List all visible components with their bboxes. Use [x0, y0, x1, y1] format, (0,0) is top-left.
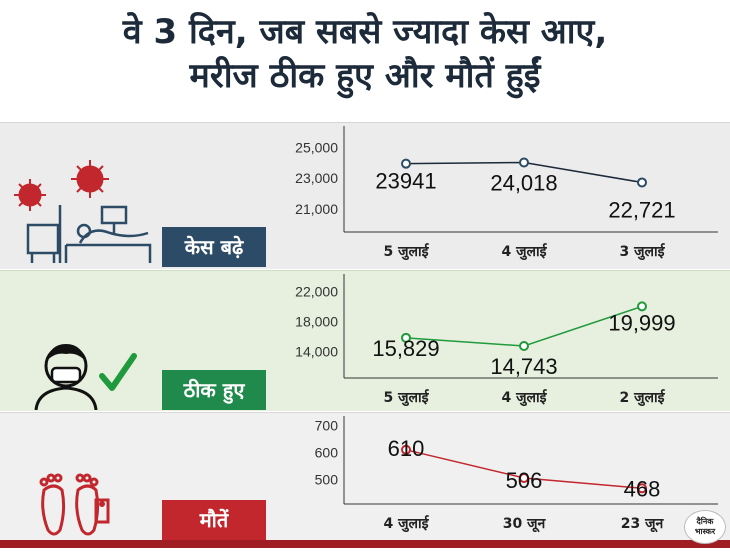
cases-x-tick-label: 4 जुलाई — [502, 243, 548, 261]
recovered-data-point — [519, 341, 529, 352]
header-title: वे 3 दिन, जब सबसे ज्यादा केस आए, मरीज ठी… — [0, 0, 730, 120]
hospital-bed-virus-icon — [14, 160, 152, 263]
cases-data-label: 24,018 — [490, 170, 557, 195]
recovered-x-tick-label: 5 जुलाई — [384, 389, 430, 407]
deaths-y-tick-label: 500 — [315, 472, 339, 488]
deaths-data-label: 468 — [624, 476, 661, 501]
cases-label: केस बढ़े — [162, 227, 266, 267]
recovered-data-point — [637, 301, 647, 312]
cases-data-point — [401, 158, 411, 169]
cases-y-tick-label: 23,000 — [295, 170, 338, 186]
deaths-chart: 700 600 500 610 4 जुलाई 506 30 जून 468 23 जून — [315, 416, 718, 533]
recovered-x-tick-label: 2 जुलाई — [620, 389, 666, 407]
title-line-1: वे 3 दिन, जब सबसे ज्यादा केस आए, — [122, 12, 608, 52]
recovered-chart: 22,000 18,000 14,000 15,829 5 जुलाई 14,743 4 ज… — [295, 274, 718, 407]
deaths-data-label: 610 — [388, 436, 425, 461]
deaths-band — [0, 412, 730, 541]
masked-person-checkmark-icon — [34, 344, 137, 410]
deaths-y-tick-label: 600 — [315, 445, 339, 461]
cases-x-tick-label: 3 जुलाई — [620, 243, 666, 261]
logo-line-2: भास्कर — [694, 527, 716, 536]
deaths-x-tick-label: 23 जून — [621, 516, 665, 533]
recovered-data-label: 14,743 — [490, 354, 557, 379]
recovered-y-tick-label: 14,000 — [295, 344, 338, 360]
deaths-x-tick-label: 4 जुलाई — [384, 515, 430, 533]
feet-tag-icon — [39, 473, 110, 536]
deaths-x-tick-label: 30 जून — [503, 516, 547, 533]
brand-logo: दैनिक भास्कर — [684, 510, 726, 544]
title-line-2: मरीज ठीक हुए और मौतें हुईं — [189, 56, 541, 96]
cases-data-label: 22,721 — [608, 197, 675, 222]
recovered-y-tick-label: 18,000 — [295, 313, 338, 329]
recovered-label: ठीक हुए — [162, 370, 266, 410]
recovered-data-label: 15,829 — [372, 336, 439, 361]
cases-data-point — [637, 177, 647, 188]
bottom-bar — [0, 540, 730, 548]
cases-y-tick-label: 25,000 — [295, 139, 338, 155]
deaths-data-label: 506 — [506, 468, 543, 493]
recovered-data-label: 19,999 — [608, 310, 675, 335]
deaths-data-point — [401, 444, 411, 455]
deaths-data-point — [519, 472, 529, 483]
recovered-x-tick-label: 4 जुलाई — [502, 389, 548, 407]
cases-chart: 25,000 23,000 21,000 23941 5 जुलाई 24,018 4 जु… — [295, 126, 718, 261]
cases-data-point — [519, 157, 529, 168]
recovered-data-point — [401, 332, 411, 343]
deaths-data-point — [637, 483, 647, 494]
recovered-band — [0, 270, 730, 411]
logo-line-1: दैनिक — [696, 517, 714, 526]
deaths-label: मौतें — [162, 500, 266, 540]
cases-y-tick-label: 21,000 — [295, 201, 338, 217]
recovered-y-tick-label: 22,000 — [295, 283, 338, 299]
deaths-y-tick-label: 700 — [315, 417, 339, 433]
cases-data-label: 23941 — [375, 169, 436, 194]
recovered-series-line — [405, 305, 643, 347]
cases-x-tick-label: 5 जुलाई — [384, 243, 430, 261]
